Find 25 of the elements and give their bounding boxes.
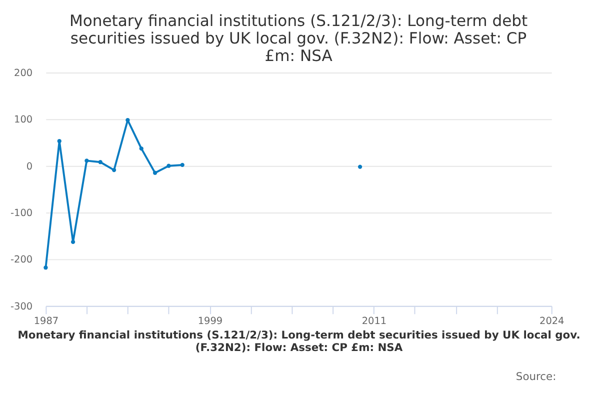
source-note: Source: <box>516 370 556 383</box>
chart-title: Monetary financial institutions (S.121/2/3): Long-term debt securities issued by UK local gov. (F.32N2): Flow: Asset: CP £m: NSA <box>69 12 528 65</box>
point <box>98 160 102 164</box>
y-tick-label: 200 <box>14 68 33 79</box>
y-tick-label: -100 <box>10 208 33 219</box>
y-tick-label: -200 <box>10 254 33 266</box>
x-tick-label: 2024 <box>539 316 564 327</box>
point <box>152 170 158 175</box>
y-tick-label: 0 <box>26 161 33 172</box>
point <box>84 158 89 163</box>
point <box>70 240 76 244</box>
point <box>139 146 144 151</box>
point <box>180 162 184 167</box>
point <box>44 266 48 270</box>
point <box>57 139 62 144</box>
x-tick-label: 1987 <box>34 316 59 327</box>
point <box>358 164 362 169</box>
point <box>126 118 130 122</box>
x-tick-label: 2011 <box>362 316 387 327</box>
point <box>112 168 116 172</box>
point <box>166 164 171 168</box>
x-axis-title: Monetary financial institutions (S.121/2/3): Long-term debt securities issued by UK local gov. (F.32N2): Flow: Asset: CP £m: NSA <box>18 328 580 354</box>
y-tick-label: 100 <box>14 114 33 126</box>
y-tick-label: -300 <box>10 301 33 312</box>
x-tick-label: 1999 <box>198 316 223 327</box>
